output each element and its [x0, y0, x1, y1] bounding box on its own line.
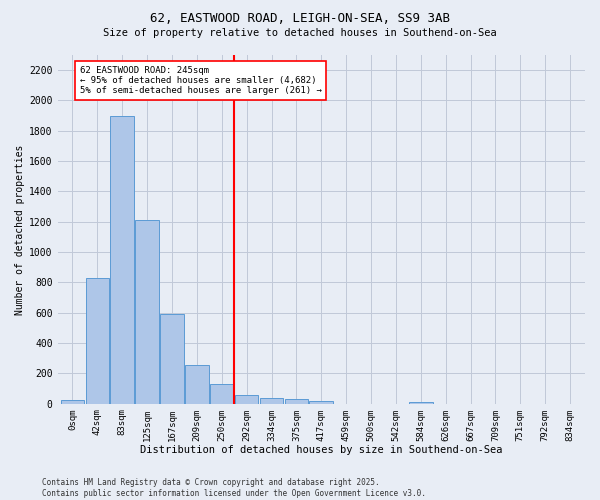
Text: Contains HM Land Registry data © Crown copyright and database right 2025.
Contai: Contains HM Land Registry data © Crown c… [42, 478, 426, 498]
Bar [409, 402, 433, 404]
Bar [260, 398, 283, 404]
Y-axis label: Number of detached properties: Number of detached properties [15, 144, 25, 314]
Bar [110, 116, 134, 404]
Bar [86, 278, 109, 404]
Text: 62, EASTWOOD ROAD, LEIGH-ON-SEA, SS9 3AB: 62, EASTWOOD ROAD, LEIGH-ON-SEA, SS9 3AB [150, 12, 450, 26]
Bar [160, 314, 184, 404]
Bar [235, 396, 259, 404]
Bar [135, 220, 159, 404]
Bar [310, 400, 333, 404]
Bar [61, 400, 84, 404]
Text: 62 EASTWOOD ROAD: 245sqm
← 95% of detached houses are smaller (4,682)
5% of semi: 62 EASTWOOD ROAD: 245sqm ← 95% of detach… [80, 66, 322, 96]
Text: Size of property relative to detached houses in Southend-on-Sea: Size of property relative to detached ho… [103, 28, 497, 38]
Bar [284, 399, 308, 404]
X-axis label: Distribution of detached houses by size in Southend-on-Sea: Distribution of detached houses by size … [140, 445, 503, 455]
Bar [210, 384, 233, 404]
Bar [185, 365, 209, 404]
